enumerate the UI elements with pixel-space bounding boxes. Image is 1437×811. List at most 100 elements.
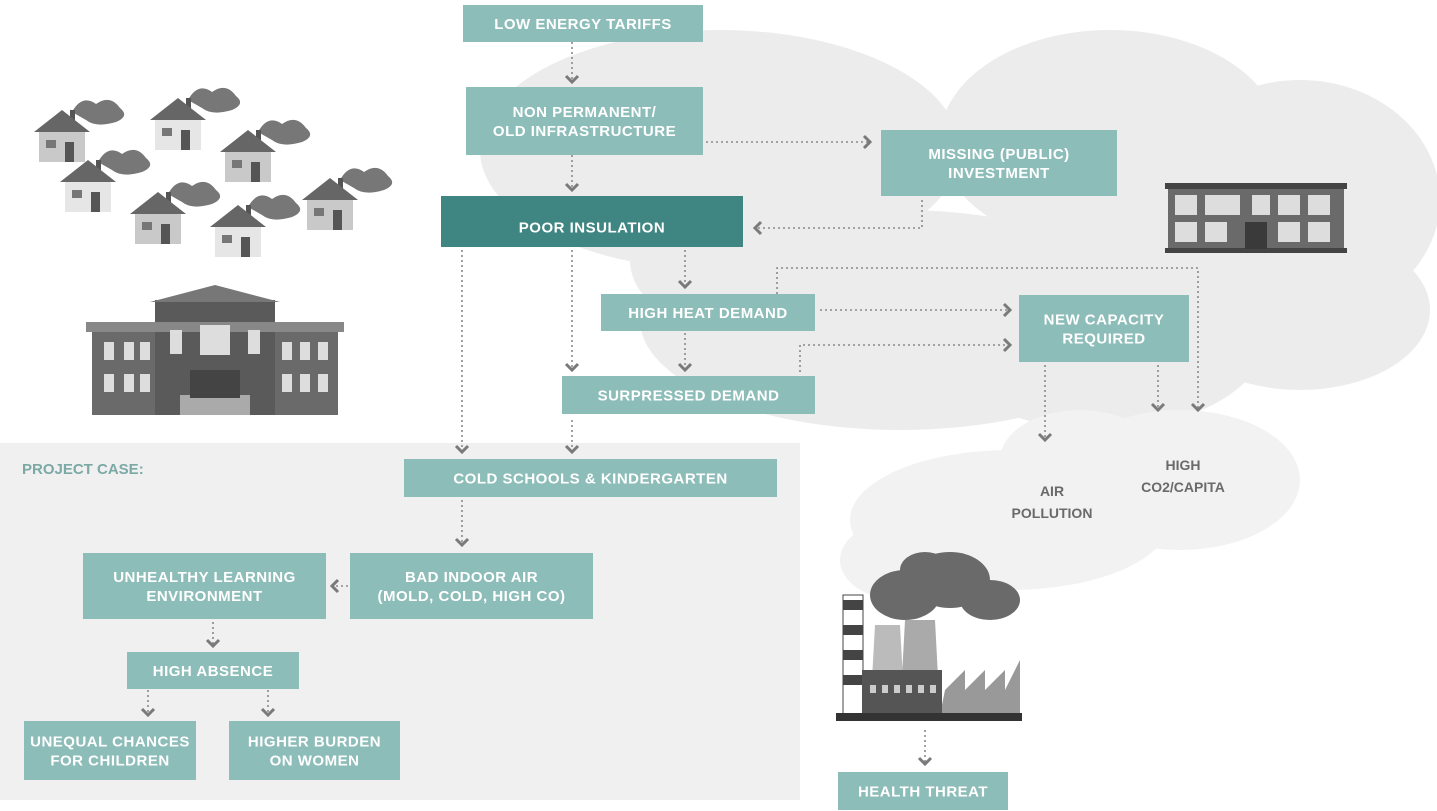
node-box: [229, 721, 400, 780]
arrowhead: [454, 537, 470, 548]
arrowhead: [677, 279, 693, 290]
arrowhead: [917, 756, 933, 767]
wall: [135, 214, 181, 244]
roof: [210, 205, 266, 227]
window: [72, 190, 82, 198]
node-label: UNHEALTHY LEARNING: [113, 569, 296, 586]
window: [1222, 195, 1240, 215]
arrowhead: [1190, 402, 1206, 413]
arrowhead: [752, 220, 763, 236]
window: [1278, 222, 1300, 242]
node-box: [404, 459, 777, 497]
node-box: [601, 294, 815, 331]
node-label: HIGHER BURDEN: [248, 733, 381, 750]
chimney: [246, 205, 251, 219]
arrowhead: [454, 444, 470, 455]
node-box: [838, 772, 1008, 810]
node-label: HEALTH THREAT: [858, 783, 988, 800]
node-label: REQUIRED: [1062, 330, 1145, 347]
arrowhead: [329, 578, 340, 594]
arrowhead: [862, 134, 873, 150]
arrowhead: [205, 638, 221, 649]
connector: [776, 267, 1199, 410]
wall: [307, 200, 353, 230]
node-box: [127, 652, 299, 689]
node-label: MISSING (PUBLIC): [928, 146, 1069, 163]
factory-icon: [836, 552, 1022, 721]
arrowhead: [564, 444, 580, 455]
arrowhead: [1037, 432, 1053, 443]
window: [314, 208, 324, 216]
window: [1205, 195, 1227, 215]
node-label: (MOLD, COLD, HIGH CO): [378, 588, 566, 605]
node-box: [24, 721, 196, 780]
window: [1308, 195, 1330, 215]
node-label: OLD INFRASTRUCTURE: [493, 123, 676, 140]
window: [162, 128, 172, 136]
node-box: [466, 87, 703, 155]
node-label: POOR INSULATION: [519, 219, 665, 236]
node-box: [350, 553, 593, 619]
arrowhead: [140, 707, 156, 718]
cloud-label: HIGH: [1166, 457, 1201, 473]
roof: [150, 98, 206, 120]
node-box: [1019, 295, 1189, 362]
node-label: LOW ENERGY TARIFFS: [494, 16, 672, 33]
arrowhead: [564, 182, 580, 193]
arrowhead: [677, 362, 693, 373]
door: [91, 192, 100, 212]
arrowhead: [564, 362, 580, 373]
wall: [65, 182, 111, 212]
node-label: HIGH HEAT DEMAND: [628, 305, 787, 322]
arrowhead: [1002, 337, 1013, 353]
node-label: INVESTMENT: [948, 165, 1050, 182]
smoke: [188, 87, 241, 113]
wall: [39, 132, 85, 162]
door: [161, 224, 170, 244]
roof: [130, 192, 186, 214]
smoke: [340, 167, 393, 193]
chimney: [166, 192, 171, 206]
window: [1205, 222, 1227, 242]
roof: [34, 110, 90, 132]
window: [142, 222, 152, 230]
window: [222, 235, 232, 243]
node-label: FOR CHILDREN: [50, 752, 169, 769]
node-label: HIGH ABSENCE: [153, 663, 273, 680]
window: [232, 160, 242, 168]
arrowhead: [564, 74, 580, 85]
wall: [155, 120, 201, 150]
building-icon: [1165, 183, 1347, 253]
node-label: NON PERMANENT/: [513, 104, 657, 121]
window: [1252, 195, 1270, 215]
door: [241, 237, 250, 257]
node-box: [881, 130, 1117, 196]
chimney: [70, 110, 75, 124]
window: [1175, 222, 1197, 242]
wall: [225, 152, 271, 182]
node-label: NEW CAPACITY: [1044, 311, 1165, 328]
smoke: [72, 99, 125, 125]
node-label: ON WOMEN: [270, 752, 360, 769]
chimney: [256, 130, 261, 144]
door: [251, 162, 260, 182]
section-label: PROJECT CASE:: [22, 461, 144, 478]
chimney: [96, 160, 101, 174]
node-box: [562, 376, 815, 414]
chimney: [338, 178, 343, 192]
cloud-label: CO2/CAPITA: [1141, 479, 1225, 495]
node-label: ENVIRONMENT: [146, 588, 262, 605]
node-box: [83, 553, 326, 619]
smoke: [258, 119, 311, 145]
door: [333, 210, 342, 230]
arrowhead: [1002, 302, 1013, 318]
roof: [220, 130, 276, 152]
node-box: [441, 196, 743, 247]
door: [181, 130, 190, 150]
node-label: SURPRESSED DEMAND: [598, 387, 780, 404]
arrowhead: [1150, 402, 1166, 413]
cloud-label: AIR: [1040, 483, 1064, 499]
smoke: [168, 181, 221, 207]
window: [1308, 222, 1330, 242]
